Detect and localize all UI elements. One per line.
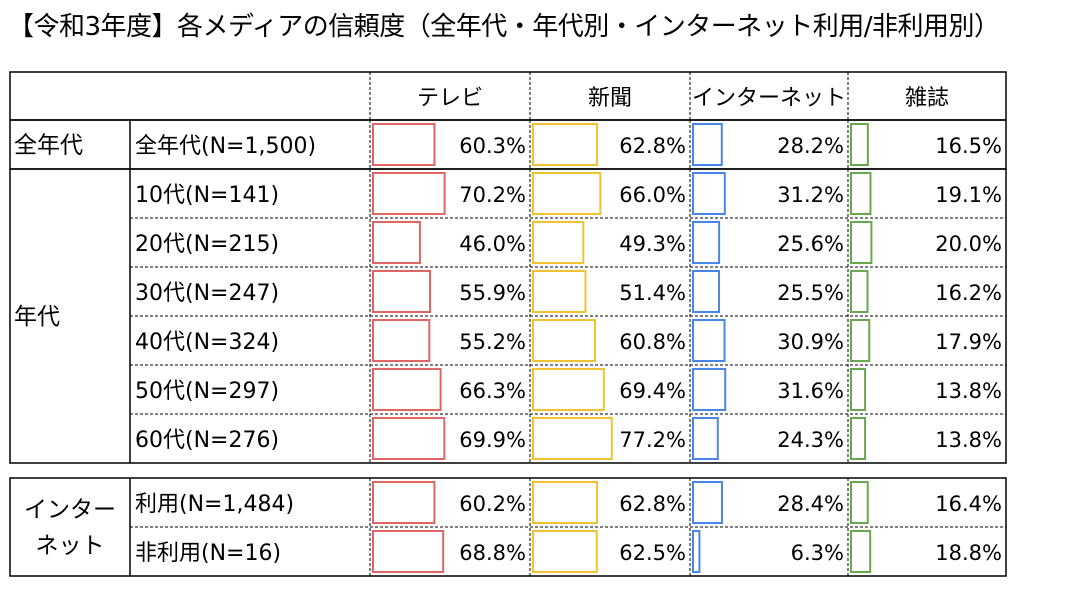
value-label: 16.5%: [935, 134, 1002, 158]
bar-インターネット: [692, 319, 726, 362]
bar-新聞: [532, 481, 599, 524]
bar-新聞: [532, 530, 598, 573]
bar-テレビ: [372, 417, 446, 460]
value-label: 49.3%: [619, 232, 686, 256]
row-label: 30代(N=247): [135, 281, 279, 306]
row-label: 利用(N=1,484): [135, 492, 294, 517]
chart-title: 【令和3年度】各メディアの信頼度（全年代・年代別・インターネット利用/非利用別）: [8, 12, 1000, 42]
value-label: 70.2%: [459, 183, 526, 207]
value-label: 62.8%: [619, 492, 686, 516]
value-label: 16.2%: [935, 281, 1002, 305]
bar-インターネット: [692, 481, 723, 524]
value-label: 69.9%: [459, 428, 526, 452]
value-label: 13.8%: [935, 379, 1002, 403]
value-label: 69.4%: [619, 379, 686, 403]
column-header-1: 新聞: [588, 86, 632, 111]
value-label: 62.8%: [619, 134, 686, 158]
group-label-2: ネット: [36, 533, 105, 559]
bar-雑誌: [850, 530, 872, 573]
value-label: 62.5%: [619, 541, 686, 565]
column-header-2: インターネット: [692, 86, 846, 111]
bar-インターネット: [692, 530, 701, 573]
value-label: 60.8%: [619, 330, 686, 354]
bar-雑誌: [850, 417, 867, 460]
group-label-0: 全年代: [14, 133, 83, 159]
value-label: 20.0%: [935, 232, 1002, 256]
value-label: 30.9%: [777, 330, 844, 354]
value-label: 28.4%: [777, 492, 844, 516]
value-label: 66.0%: [619, 183, 686, 207]
block-border: [9, 168, 1007, 464]
bar-雑誌: [850, 172, 872, 215]
block-border: [9, 477, 1007, 577]
value-label: 55.9%: [459, 281, 526, 305]
value-label: 66.3%: [459, 379, 526, 403]
value-label: 24.3%: [777, 428, 844, 452]
value-label: 31.6%: [777, 379, 844, 403]
value-label: 51.4%: [619, 281, 686, 305]
bar-テレビ: [372, 481, 436, 524]
bar-テレビ: [372, 368, 442, 411]
bar-雑誌: [850, 270, 869, 313]
bar-インターネット: [692, 123, 723, 166]
value-label: 25.6%: [777, 232, 844, 256]
value-label: 60.2%: [459, 492, 526, 516]
bar-雑誌: [850, 368, 867, 411]
column-header-0: テレビ: [417, 86, 483, 111]
value-label: 25.5%: [777, 281, 844, 305]
row-label: 50代(N=297): [135, 379, 279, 404]
value-label: 16.4%: [935, 492, 1002, 516]
value-label: 6.3%: [791, 541, 844, 565]
row-label: 非利用(N=16): [135, 541, 281, 566]
bar-テレビ: [372, 172, 446, 215]
bar-インターネット: [692, 368, 727, 411]
value-label: 18.8%: [935, 541, 1002, 565]
bar-雑誌: [850, 319, 871, 362]
bar-テレビ: [372, 319, 431, 362]
bar-テレビ: [372, 221, 421, 264]
value-label: 77.2%: [619, 428, 686, 452]
bar-新聞: [532, 221, 585, 264]
bar-新聞: [532, 270, 587, 313]
bar-新聞: [532, 368, 605, 411]
row-label: 60代(N=276): [135, 428, 279, 453]
value-label: 31.2%: [777, 183, 844, 207]
bar-新聞: [532, 172, 602, 215]
bar-雑誌: [850, 221, 873, 264]
bar-インターネット: [692, 172, 726, 215]
bar-新聞: [532, 123, 599, 166]
bar-テレビ: [372, 530, 445, 573]
header-border: [9, 71, 1007, 121]
bar-雑誌: [850, 481, 869, 524]
bar-インターネット: [692, 270, 721, 313]
bar-インターネット: [692, 221, 721, 264]
row-label: 40代(N=324): [135, 330, 279, 355]
value-label: 55.2%: [459, 330, 526, 354]
bar-雑誌: [850, 123, 869, 166]
value-label: 60.3%: [459, 134, 526, 158]
row-label: 20代(N=215): [135, 232, 279, 257]
value-label: 28.2%: [777, 134, 844, 158]
value-label: 46.0%: [459, 232, 526, 256]
value-label: 68.8%: [459, 541, 526, 565]
value-label: 13.8%: [935, 428, 1002, 452]
row-label: 全年代(N=1,500): [135, 134, 316, 159]
bar-新聞: [532, 417, 613, 460]
bar-インターネット: [692, 417, 719, 460]
value-label: 17.9%: [935, 330, 1002, 354]
group-label-2: インター: [24, 497, 116, 523]
bar-テレビ: [372, 123, 436, 166]
value-label: 19.1%: [935, 183, 1002, 207]
bar-新聞: [532, 319, 597, 362]
row-label: 10代(N=141): [135, 183, 279, 208]
group-label-1: 年代: [14, 304, 60, 330]
column-header-3: 雑誌: [905, 86, 949, 111]
bar-テレビ: [372, 270, 432, 313]
